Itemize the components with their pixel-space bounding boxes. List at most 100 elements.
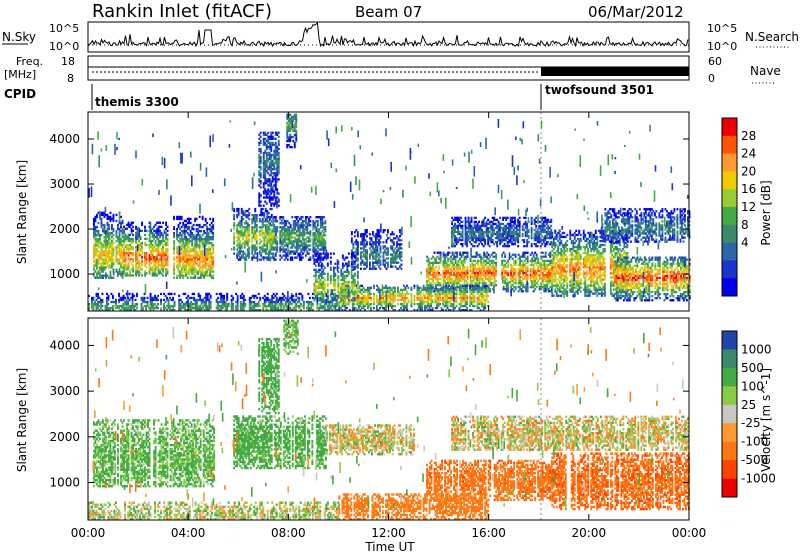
- power-cell: [282, 226, 285, 229]
- power-cell: [475, 269, 478, 273]
- power-cell: [555, 256, 558, 259]
- power-cell: [588, 256, 591, 259]
- power-cell: [313, 224, 316, 227]
- power-cell: [462, 261, 464, 264]
- power-cell: [484, 277, 487, 281]
- power-cell: [454, 277, 457, 281]
- power-cell: [511, 224, 514, 228]
- power-cell: [572, 243, 575, 247]
- power-cell: [192, 254, 195, 257]
- power-cell: [526, 245, 529, 248]
- power-cell: [569, 237, 572, 241]
- power-cell: [313, 238, 316, 241]
- power-cell: [176, 215, 178, 219]
- power-cell: [153, 225, 155, 228]
- power-cell: [99, 262, 101, 265]
- power-cell: [462, 277, 464, 281]
- power-cell: [186, 272, 189, 275]
- power-cell: [111, 236, 113, 239]
- power-cell: [258, 232, 261, 235]
- power-cell: [460, 255, 463, 258]
- power-cell: [551, 292, 554, 295]
- power-cell: [139, 235, 142, 239]
- power-cell: [538, 220, 541, 223]
- power-cell: [246, 234, 249, 237]
- power-cell: [548, 232, 551, 236]
- power-cell: [288, 222, 291, 225]
- power-cell: [121, 230, 124, 233]
- power-cell: [153, 272, 155, 275]
- power-cell: [599, 258, 602, 261]
- power-cell: [306, 252, 309, 255]
- power-cell: [123, 225, 125, 228]
- power-cell: [496, 234, 499, 238]
- power-cell: [563, 284, 566, 287]
- power-cell: [132, 264, 134, 267]
- power-cell: [372, 231, 374, 234]
- power-cell: [547, 253, 550, 256]
- power-cell: [141, 243, 143, 247]
- power-cell: [165, 250, 167, 253]
- power-cell: [182, 264, 185, 267]
- power-cell: [267, 228, 270, 231]
- power-cell: [153, 237, 155, 241]
- power-cell: [301, 244, 304, 247]
- power-cell: [313, 248, 316, 251]
- power-cell: [485, 228, 488, 232]
- power-cell: [572, 264, 575, 267]
- power-cell: [472, 259, 475, 262]
- power-cell: [521, 234, 524, 238]
- power-cell: [233, 218, 236, 221]
- power-cell: [309, 240, 312, 243]
- power-cell: [109, 276, 112, 279]
- power-cell: [448, 273, 451, 277]
- power-cell: [93, 268, 95, 271]
- power-cell: [430, 277, 433, 281]
- power-cell: [210, 258, 213, 261]
- power-cell: [575, 245, 578, 249]
- power-cell: [201, 246, 204, 249]
- power-cell: [526, 257, 529, 260]
- power-cell: [93, 223, 95, 227]
- power-cell: [444, 257, 446, 260]
- power-cell: [572, 284, 575, 287]
- power-cell: [597, 284, 600, 287]
- power-cell: [612, 250, 615, 253]
- power-cell: [162, 266, 164, 269]
- power-cell: [535, 243, 538, 246]
- power-cell: [473, 234, 476, 238]
- power-cell: [246, 254, 249, 257]
- power-cell: [476, 228, 479, 232]
- power-cell: [550, 224, 553, 228]
- power-cell: [552, 266, 555, 269]
- power-cell: [239, 226, 242, 229]
- power-cell: [596, 282, 599, 285]
- power-cell: [472, 230, 474, 234]
- power-cell: [239, 222, 242, 225]
- power-cell: [384, 259, 386, 262]
- power-cell: [531, 251, 534, 254]
- power-cell: [611, 280, 614, 283]
- power-cell: [273, 258, 276, 261]
- power-cell: [432, 275, 434, 279]
- power-cell: [118, 234, 121, 237]
- power-cell: [294, 250, 297, 253]
- power-cell: [97, 260, 100, 263]
- power-cell: [484, 271, 487, 275]
- power-cell: [201, 262, 204, 265]
- power-cell: [550, 228, 553, 232]
- power-cell: [124, 237, 127, 241]
- power-cell: [297, 230, 300, 233]
- power-cell: [369, 261, 371, 264]
- power-cell: [350, 251, 353, 254]
- power-cell: [473, 245, 476, 248]
- power-cell: [148, 239, 151, 243]
- power-cell: [109, 272, 112, 275]
- power-cell: [541, 279, 544, 283]
- power-cell: [166, 248, 169, 251]
- power-cell: [458, 236, 461, 240]
- power-cell: [120, 252, 122, 255]
- power-cell: [572, 286, 575, 289]
- power-cell: [321, 234, 324, 237]
- power-cell: [471, 279, 473, 283]
